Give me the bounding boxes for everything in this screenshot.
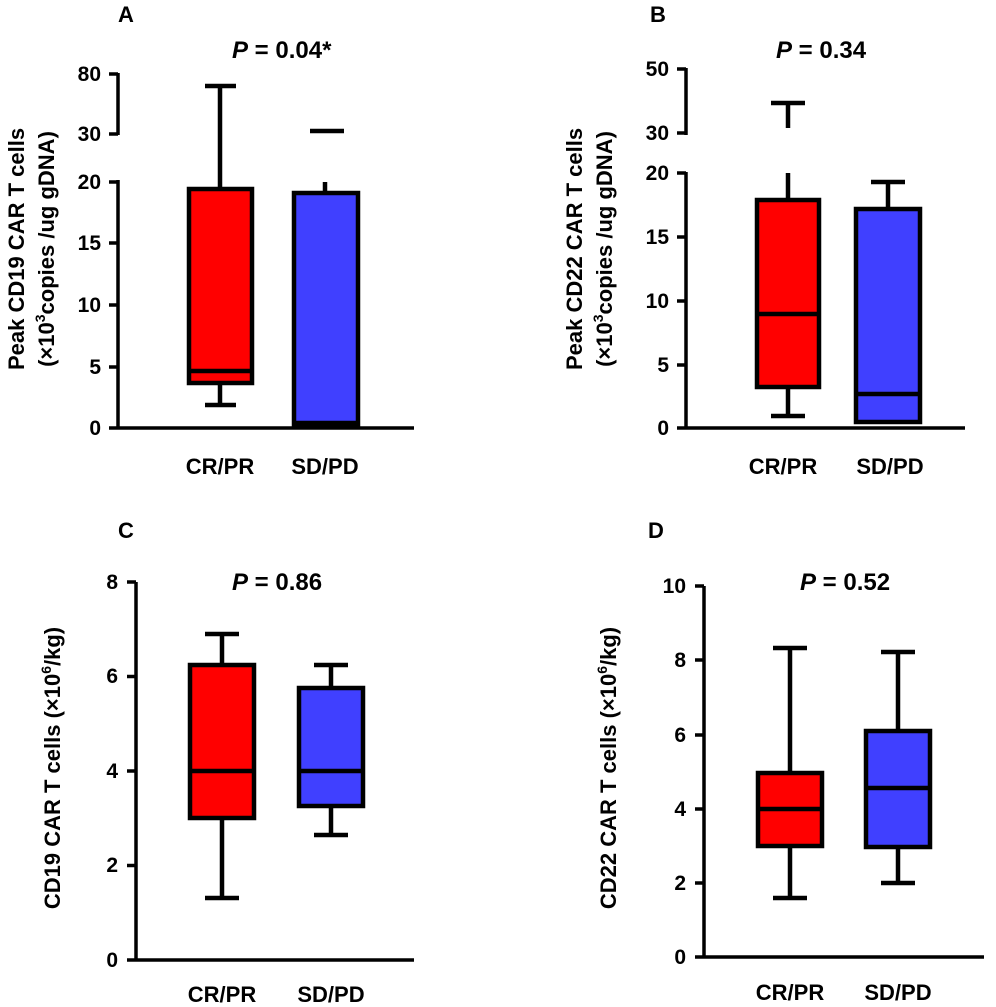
panel-d-ylabel: CD22 CAR T cells (×106/kg) bbox=[594, 627, 621, 909]
panel-d-p-value: P = 0.52 bbox=[800, 569, 890, 596]
panel-d-tick-label: 10 bbox=[663, 575, 686, 598]
panel-a-p-value: P = 0.04* bbox=[232, 37, 332, 64]
panel-a-tick-label: 20 bbox=[78, 171, 101, 194]
panel-b-ylabel-line1: Peak CD22 CAR T cells bbox=[562, 128, 587, 370]
panel-a-ylabel-line2: (×103copies /ug gDNA) bbox=[32, 131, 59, 367]
panel-c-tick-label: 8 bbox=[106, 571, 118, 594]
panel-c-ylabel: CD19 CAR T cells (×106/kg) bbox=[38, 627, 65, 909]
panel-b-ylabel-line2: (×103copies /ug gDNA) bbox=[590, 131, 617, 367]
panel-b-tick-label: 10 bbox=[646, 290, 669, 313]
panel-b-tick-label: 20 bbox=[646, 162, 669, 185]
panel-b-box-sd-pd bbox=[853, 179, 923, 425]
panel-b-tick-label: 15 bbox=[646, 226, 670, 249]
panel-a-tick-label: 5 bbox=[89, 356, 101, 379]
panel-b-p-value: P = 0.34 bbox=[776, 37, 867, 64]
panel-d-tick-label: 4 bbox=[674, 798, 686, 821]
panel-a-category-label: SD/PD bbox=[291, 454, 358, 479]
panel-a-tick-label: 30 bbox=[78, 123, 101, 146]
panel-d-y-axis: 0 2 4 6 8 10 bbox=[663, 575, 984, 969]
panel-d-tick-label: 0 bbox=[674, 946, 686, 969]
panel-c-category-label: CR/PR bbox=[188, 982, 257, 1007]
panel-d-tick-label: 8 bbox=[674, 649, 686, 672]
panel-b-tick-label: 5 bbox=[657, 354, 669, 377]
panel-a-tick-label: 10 bbox=[78, 294, 101, 317]
panel-c-sd-pd-box bbox=[296, 685, 366, 809]
panel-b-sd-pd-box bbox=[853, 206, 923, 425]
panel-a-tick-label: 80 bbox=[78, 63, 101, 86]
panel-c-category-label: SD/PD bbox=[297, 982, 364, 1007]
panel-c-box-sd-pd bbox=[296, 662, 366, 838]
panel-b-y-axis: 0 5 10 15 20 30 50 bbox=[646, 58, 965, 440]
panel-d-tick-label: 6 bbox=[674, 724, 686, 747]
panel-d: D P = 0.52 CD22 CAR T cells (×106/kg) 0 … bbox=[594, 518, 984, 1005]
panel-d-category-label: SD/PD bbox=[864, 980, 931, 1005]
panel-c-p-value: P = 0.86 bbox=[232, 569, 322, 596]
panel-c-tick-label: 0 bbox=[106, 949, 118, 972]
panel-a-cr-pr-box bbox=[186, 186, 255, 386]
panel-c-tick-label: 4 bbox=[106, 760, 118, 783]
panel-b-tick-label: 0 bbox=[657, 417, 669, 440]
panel-d-box-cr-pr bbox=[755, 645, 825, 901]
panel-b-category-label: CR/PR bbox=[749, 454, 818, 479]
panel-a-y-axis: 0 5 10 15 20 30 80 bbox=[78, 63, 414, 440]
panel-a-category-label: CR/PR bbox=[186, 454, 255, 479]
panel-d-tick-label: 2 bbox=[674, 872, 686, 895]
panel-b-tick-label: 30 bbox=[646, 122, 669, 145]
panel-a-ylabel-line1: Peak CD19 CAR T cells bbox=[4, 128, 29, 370]
panel-b-category-label: SD/PD bbox=[856, 454, 923, 479]
panel-a-letter: A bbox=[118, 2, 134, 27]
panel-a-tick-label: 0 bbox=[89, 417, 101, 440]
panel-c-box-cr-pr bbox=[187, 631, 257, 901]
panel-a-sd-pd-box bbox=[291, 190, 361, 428]
panel-c: C P = 0.86 CD19 CAR T cells (×106/kg) 0 … bbox=[38, 518, 414, 1007]
panel-b-box-cr-pr bbox=[754, 100, 822, 419]
panel-c-tick-label: 6 bbox=[106, 665, 118, 688]
panel-b-cr-pr-box bbox=[754, 197, 822, 390]
panel-c-cr-pr-box bbox=[187, 662, 257, 821]
panel-b-letter: B bbox=[650, 2, 666, 27]
panel-b-tick-label: 50 bbox=[646, 58, 669, 81]
panel-a-tick-label: 15 bbox=[78, 232, 102, 255]
panel-a: A P = 0.04* Peak CD19 CAR T cells (×103c… bbox=[4, 2, 414, 479]
panel-d-category-label: CR/PR bbox=[756, 980, 825, 1005]
panel-c-letter: C bbox=[118, 518, 134, 543]
panel-a-box-cr-pr bbox=[186, 83, 255, 408]
panel-b: B P = 0.34 Peak CD22 CAR T cells (×103co… bbox=[562, 2, 965, 479]
panel-d-letter: D bbox=[648, 518, 664, 543]
panel-c-y-axis: 0 2 4 6 8 bbox=[106, 571, 414, 972]
panel-c-tick-label: 2 bbox=[106, 854, 118, 877]
panel-a-box-sd-pd bbox=[291, 128, 361, 428]
panel-d-box-sd-pd bbox=[863, 649, 933, 886]
